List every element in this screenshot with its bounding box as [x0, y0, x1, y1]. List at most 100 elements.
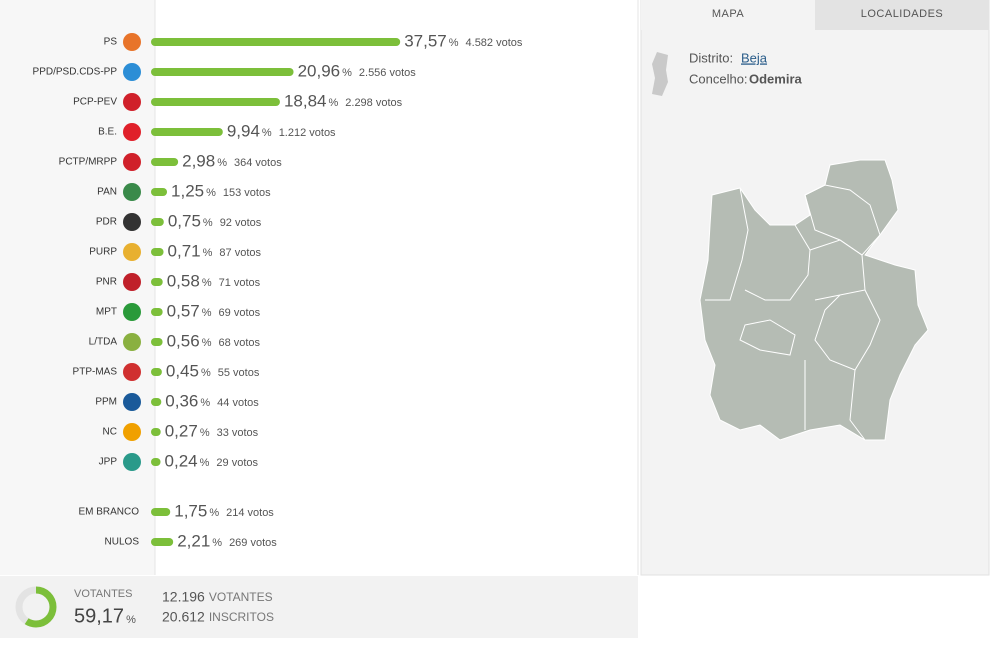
unit-label: %	[342, 67, 352, 79]
party-logo	[123, 63, 141, 81]
unit-label: %	[202, 277, 212, 289]
votes-label: 44 votos	[217, 397, 259, 409]
votes-label: 214 votos	[226, 507, 274, 519]
value-label: 20,96	[298, 61, 341, 80]
value-label: 1,25	[171, 181, 204, 200]
value-label: 0,27	[165, 421, 198, 440]
value-label: 0,36	[165, 391, 198, 410]
unit-label: %	[328, 97, 338, 109]
unit-label: %	[262, 127, 272, 139]
party-logo	[123, 93, 141, 111]
votes-label: 1.212 votos	[279, 127, 336, 139]
party-logo	[123, 123, 141, 141]
party-label: JPP	[99, 457, 118, 468]
party-label: PPD/PSD.CDS-PP	[33, 67, 118, 78]
unit-label: %	[203, 217, 213, 229]
unit-label: %	[212, 537, 222, 549]
voters-label: VOTANTES	[209, 590, 273, 604]
summary-bar	[0, 576, 638, 638]
value-label: 0,45	[166, 361, 199, 380]
party-label: PAN	[97, 187, 117, 198]
value-label: 0,56	[167, 331, 200, 350]
value-label: 0,57	[167, 301, 200, 320]
party-label: NC	[103, 427, 117, 438]
party-label: L/TDA	[89, 337, 118, 348]
turnout-value: 59,17	[74, 605, 124, 627]
votes-label: 55 votos	[218, 367, 260, 379]
votes-label: 71 votos	[219, 277, 261, 289]
party-logo	[123, 423, 141, 441]
value-label: 0,71	[168, 241, 201, 260]
value-label: 1,75	[174, 501, 207, 520]
tab[interactable]	[815, 0, 989, 30]
votes-label: 87 votos	[219, 247, 261, 259]
tab-label[interactable]: MAPA	[712, 8, 745, 20]
district-label: Distrito:	[689, 50, 733, 65]
votes-label: 68 votos	[218, 337, 260, 349]
party-label: B.E.	[98, 127, 117, 138]
unit-label: %	[201, 367, 211, 379]
votes-label: 153 votos	[223, 187, 271, 199]
tab[interactable]	[641, 0, 815, 30]
value-label: 0,58	[167, 271, 200, 290]
turnout-unit: %	[126, 614, 136, 626]
value-label: 0,75	[168, 211, 201, 230]
district-link[interactable]: Beja	[741, 50, 768, 65]
party-logo	[123, 273, 141, 291]
party-label: EM BRANCO	[78, 507, 139, 518]
party-label: PURP	[89, 247, 117, 258]
registered-label: INSCRITOS	[209, 610, 274, 624]
unit-label: %	[202, 337, 212, 349]
party-logo	[123, 183, 141, 201]
unit-label: %	[449, 37, 459, 49]
unit-label: %	[200, 457, 210, 469]
party-logo	[123, 33, 141, 51]
donut-value	[15, 586, 57, 628]
votes-label: 2.298 votos	[345, 97, 402, 109]
party-logo	[123, 333, 141, 351]
turnout-label: VOTANTES	[74, 588, 132, 600]
unit-label: %	[202, 307, 212, 319]
value-label: 2,98	[182, 151, 215, 170]
party-label: PS	[104, 37, 118, 48]
municipality-label: Concelho:	[689, 71, 748, 86]
party-label: PCP-PEV	[73, 97, 117, 108]
party-logo	[123, 243, 141, 261]
value-label: 9,94	[227, 121, 260, 140]
municipality-name: Odemira	[749, 71, 803, 86]
party-logo	[123, 393, 141, 411]
party-logo	[123, 363, 141, 381]
unit-label: %	[200, 427, 210, 439]
party-label: PTP-MAS	[73, 367, 118, 378]
votes-label: 29 votos	[216, 457, 258, 469]
votes-label: 364 votos	[234, 157, 282, 169]
value-label: 37,57	[404, 31, 447, 50]
party-logo	[123, 153, 141, 171]
party-label: PNR	[96, 277, 117, 288]
party-label: NULOS	[105, 537, 140, 548]
unit-label: %	[203, 247, 213, 259]
voters-count: 12.196	[162, 589, 205, 605]
unit-label: %	[200, 397, 210, 409]
votes-label: 2.556 votos	[359, 67, 416, 79]
tab-label[interactable]: LOCALIDADES	[861, 8, 944, 20]
votes-label: 92 votos	[220, 217, 262, 229]
party-logo	[123, 213, 141, 231]
registered-count: 20.612	[162, 609, 205, 625]
value-label: 2,21	[177, 531, 210, 550]
votes-label: 4.582 votos	[466, 37, 523, 49]
votes-label: 69 votos	[219, 307, 261, 319]
district-map	[699, 159, 929, 441]
value-label: 0,24	[165, 451, 198, 470]
unit-label: %	[209, 507, 219, 519]
unit-label: %	[206, 187, 216, 199]
portugal-icon	[652, 52, 668, 96]
party-label: PDR	[96, 217, 117, 228]
party-label: PCTP/MRPP	[59, 157, 118, 168]
party-label: MPT	[96, 307, 117, 318]
unit-label: %	[217, 157, 227, 169]
party-label: PPM	[95, 397, 117, 408]
votes-label: 269 votos	[229, 537, 277, 549]
